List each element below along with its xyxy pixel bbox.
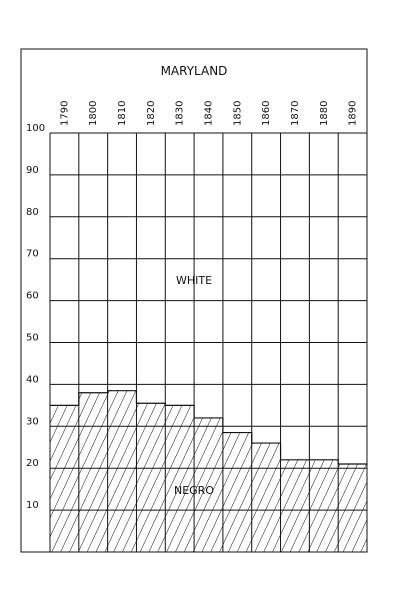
x-tick-label: 1870 (290, 101, 301, 126)
x-tick-label: 1850 (232, 101, 243, 126)
x-tick-label: 1820 (146, 101, 157, 126)
x-tick-label: 1840 (204, 101, 215, 126)
series-label-white: WHITE (176, 274, 212, 287)
y-tick-label: 10 (26, 500, 39, 511)
negro-bar (309, 459, 339, 552)
y-tick-label: 60 (26, 291, 39, 302)
y-tick-label: 20 (26, 458, 39, 469)
x-axis-ticks: 1790 1800 1810 1820 1830 1840 1850 1860 1870 1880… (59, 101, 358, 126)
negro-bar (107, 390, 137, 552)
negro-bar (251, 443, 281, 552)
x-tick-label: 1880 (319, 101, 330, 126)
x-tick-label: 1810 (117, 101, 128, 126)
y-tick-label: 30 (26, 416, 39, 427)
y-tick-label: 90 (26, 165, 39, 176)
series-label-negro: NEGRO (174, 484, 214, 497)
chart-title: MARYLAND (161, 64, 228, 78)
negro-bar (165, 405, 195, 552)
y-tick-label: 40 (26, 374, 39, 385)
negro-bar (222, 432, 252, 552)
x-tick-label: 1800 (88, 101, 99, 126)
negro-bar (136, 403, 166, 552)
y-tick-label: 80 (26, 207, 39, 218)
y-tick-label: 50 (26, 333, 39, 344)
y-tick-label: 70 (26, 249, 39, 260)
x-tick-label: 1830 (175, 101, 186, 126)
y-axis-ticks: 100 90 80 70 60 50 40 30 20 10 (26, 123, 45, 511)
negro-bar (280, 459, 310, 552)
negro-bar (78, 392, 108, 552)
negro-area (50, 390, 367, 552)
negro-bar (194, 417, 223, 552)
x-tick-label: 1860 (261, 101, 272, 126)
negro-bar (338, 464, 367, 552)
negro-bar (50, 405, 79, 552)
y-tick-label: 100 (26, 123, 45, 134)
x-tick-label: 1890 (348, 101, 359, 126)
grid (49, 132, 368, 553)
x-tick-label: 1790 (59, 101, 70, 126)
